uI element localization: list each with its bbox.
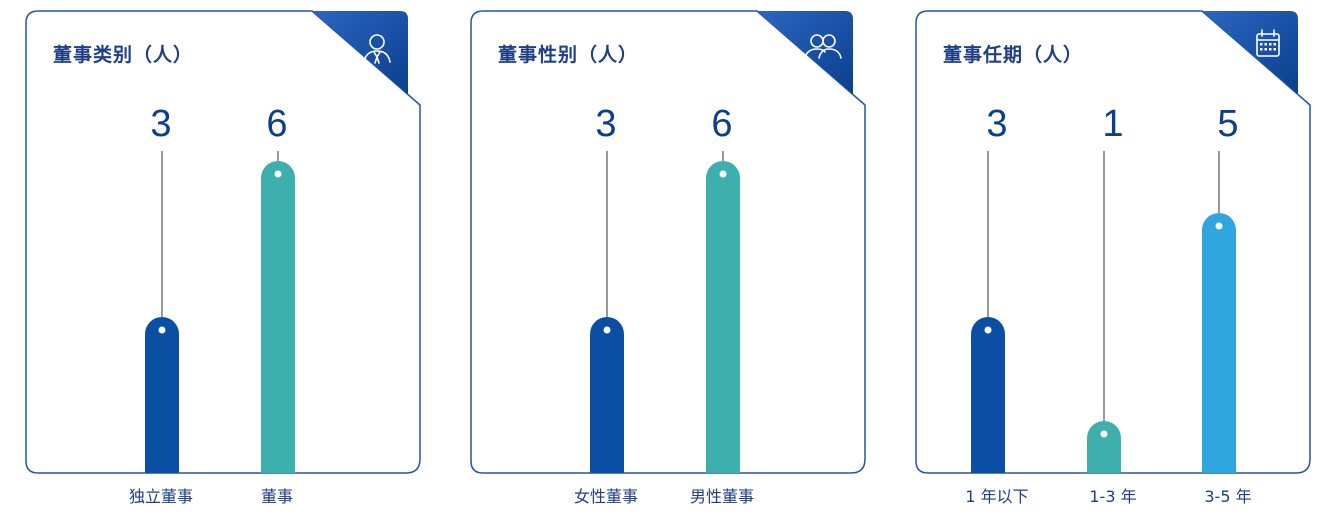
category-label: 1-3 年 (1089, 487, 1137, 506)
calendar-icon (1256, 29, 1280, 57)
bar-value-label: 5 (1217, 103, 1239, 145)
bar-group (145, 151, 295, 473)
bar-group (590, 151, 740, 473)
card-title: 董事性别（人） (498, 44, 639, 66)
bar-dot (719, 170, 727, 178)
bar-value-label: 3 (986, 103, 1008, 145)
card-title: 董事类别（人） (53, 44, 194, 66)
bar (706, 161, 740, 473)
bar-value-label: 3 (150, 103, 172, 145)
user-tie-icon (363, 34, 391, 64)
card-frame (470, 10, 866, 474)
bar (1202, 213, 1236, 473)
bar-value-label: 3 (595, 103, 617, 145)
category-label: 3-5 年 (1204, 487, 1252, 506)
bar (145, 317, 179, 473)
category-label: 董事 (260, 487, 293, 506)
category-label: 女性董事 (573, 487, 638, 506)
category-label: 1 年以下 (965, 487, 1029, 506)
bar-dot (603, 326, 611, 334)
card-title: 董事任期（人） (943, 44, 1084, 66)
bar-dot (1100, 430, 1108, 438)
bar (971, 317, 1005, 473)
bar (590, 317, 624, 473)
bar (261, 161, 295, 473)
card-border (470, 10, 866, 474)
users-icon (804, 34, 842, 59)
card-corner-tab (312, 11, 408, 94)
bar-group (971, 151, 1236, 473)
card-frame (25, 10, 421, 474)
bar-value-label: 1 (1102, 103, 1124, 145)
bar (1087, 421, 1121, 473)
bar-dot (1215, 222, 1223, 230)
bar-dot (274, 170, 282, 178)
bar-dot (984, 326, 992, 334)
bar-value-label: 6 (711, 103, 733, 145)
category-label: 独立董事 (128, 487, 193, 506)
bar-value-label: 6 (266, 103, 288, 145)
bar-dot (158, 326, 166, 334)
card-frame (915, 10, 1311, 474)
card-border (25, 10, 421, 474)
category-label: 男性董事 (689, 487, 754, 506)
card-corner-tab (757, 11, 853, 94)
